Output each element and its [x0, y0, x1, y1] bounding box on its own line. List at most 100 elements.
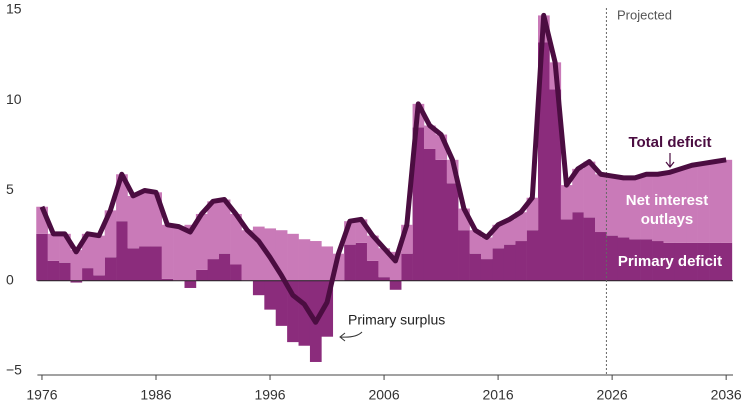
- bar: [59, 233, 71, 263]
- bar: [309, 241, 322, 281]
- bar: [366, 235, 379, 261]
- bar: [458, 230, 470, 281]
- bar: [138, 190, 151, 247]
- bar: [298, 239, 311, 281]
- bar: [515, 212, 527, 242]
- y-tick-label: 10: [6, 91, 22, 107]
- bar: [207, 201, 220, 260]
- bar: [629, 239, 641, 281]
- bar: [583, 217, 596, 281]
- total-arrow: [665, 153, 675, 168]
- bar: [640, 174, 653, 240]
- bar: [275, 280, 288, 326]
- bar: [275, 230, 288, 281]
- bar: [503, 219, 516, 245]
- bar: [709, 161, 721, 243]
- bar: [127, 195, 140, 249]
- bar: [116, 174, 128, 222]
- bar: [150, 246, 162, 281]
- bar: [674, 242, 687, 281]
- bar: [480, 237, 493, 260]
- bar: [138, 246, 151, 281]
- x-tick-label: 1976: [26, 387, 57, 403]
- bar: [207, 259, 220, 281]
- bar: [93, 235, 105, 276]
- bar: [686, 165, 698, 243]
- bar: [70, 280, 83, 283]
- bar: [697, 163, 710, 243]
- bar: [652, 241, 664, 281]
- bar: [104, 210, 117, 258]
- bar: [686, 242, 698, 281]
- bar: [59, 262, 71, 281]
- bar: [492, 248, 505, 281]
- bar: [538, 42, 550, 281]
- bar: [709, 242, 721, 281]
- bar: [321, 280, 334, 337]
- bar: [344, 221, 356, 245]
- bar: [252, 280, 265, 296]
- bar: [195, 269, 208, 281]
- bar: [218, 253, 231, 281]
- bar: [161, 224, 174, 279]
- bar: [629, 177, 641, 240]
- y-tick-label: 5: [6, 181, 14, 197]
- bar: [572, 168, 584, 213]
- bar: [355, 242, 368, 281]
- total-label: Total deficit: [628, 134, 711, 151]
- bar: [287, 233, 299, 281]
- bar: [173, 226, 185, 281]
- bar: [663, 242, 676, 281]
- bar: [127, 248, 140, 281]
- x-tick-label: 2016: [483, 387, 514, 403]
- bar: [321, 246, 334, 281]
- bar: [595, 174, 607, 233]
- bar: [70, 250, 83, 281]
- bar: [697, 242, 710, 281]
- bar: [446, 183, 459, 281]
- bar: [36, 233, 48, 281]
- bar: [344, 244, 356, 281]
- bar: [116, 221, 128, 281]
- bar: [526, 230, 539, 281]
- bar: [298, 280, 311, 346]
- bar: [458, 208, 470, 231]
- bar: [287, 280, 299, 343]
- bar: [184, 280, 197, 288]
- interest-label: Net interest outlays: [625, 192, 709, 228]
- bar: [640, 239, 653, 281]
- bar: [218, 199, 231, 254]
- bar: [606, 176, 619, 236]
- bar: [595, 232, 607, 281]
- bar: [161, 278, 174, 281]
- total-line: [39, 12, 727, 325]
- bar: [435, 134, 448, 160]
- surplus-label: Primary surplus: [348, 312, 445, 328]
- bar: [549, 89, 562, 281]
- bar: [572, 212, 584, 281]
- bar: [617, 177, 630, 238]
- y-tick-label: 0: [6, 271, 14, 287]
- bar: [264, 280, 277, 310]
- bar: [652, 174, 664, 242]
- bar: [332, 253, 345, 281]
- bar: [560, 219, 573, 281]
- bar: [389, 251, 402, 281]
- bar: [446, 159, 459, 184]
- bar: [230, 264, 242, 281]
- bar: [355, 219, 368, 243]
- bar: [378, 248, 391, 278]
- x-tick-label: 1996: [254, 387, 285, 403]
- bar: [389, 280, 402, 290]
- bar: [47, 233, 60, 261]
- projected-label: Projected: [617, 7, 672, 22]
- x-tick-label: 2006: [368, 387, 399, 403]
- bar: [617, 237, 630, 281]
- bar: [674, 168, 687, 243]
- bar: [241, 230, 254, 281]
- bar: [412, 127, 425, 281]
- bar: [230, 213, 242, 265]
- bar: [81, 233, 94, 269]
- bar: [663, 172, 676, 243]
